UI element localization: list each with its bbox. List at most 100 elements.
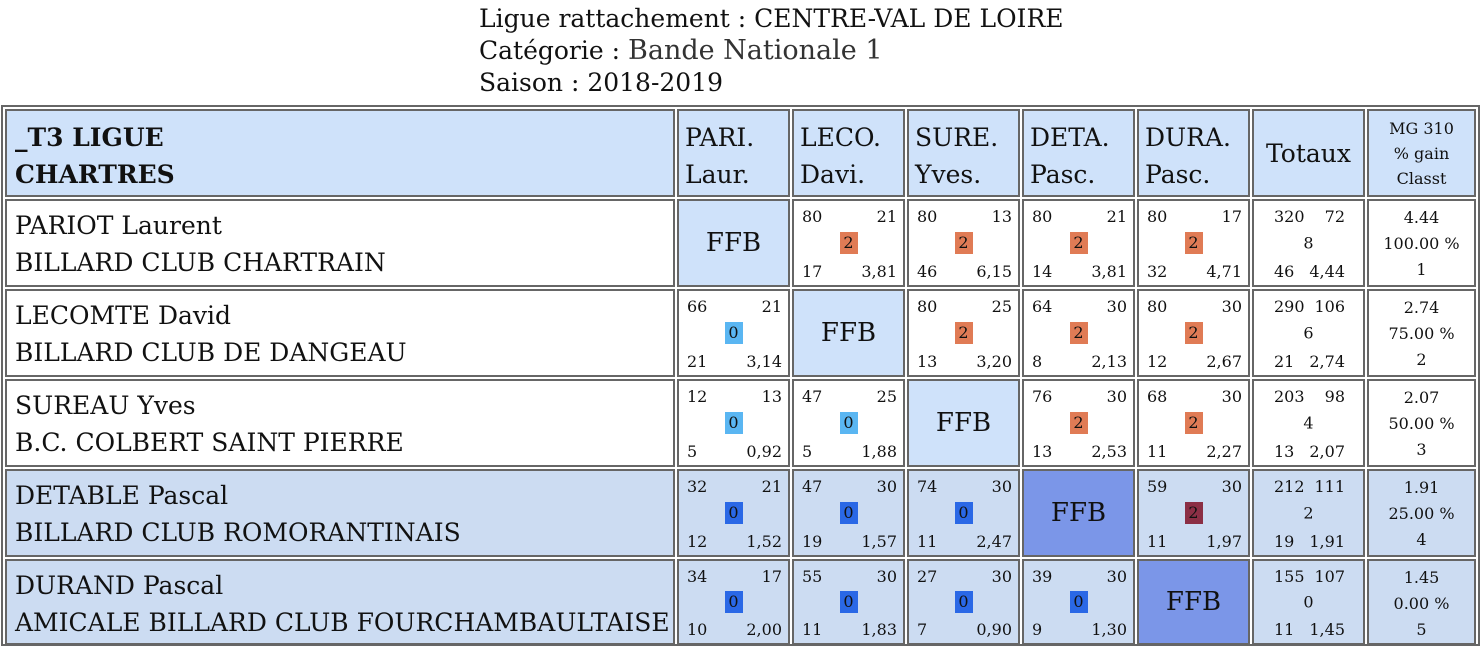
match-average: 1,30 — [1091, 620, 1127, 639]
match-average: 1,52 — [746, 532, 782, 551]
total-best-series: 19 — [1274, 532, 1295, 551]
match-points-badge: 0 — [1069, 591, 1088, 613]
match-innings: 25 — [991, 297, 1012, 316]
column-header-3: SURE. Yves. — [907, 109, 1020, 197]
total-average: 2,74 — [1309, 352, 1345, 371]
match-average: 1,83 — [861, 620, 897, 639]
match-points-made: 32 — [687, 477, 708, 496]
match-average: 3,20 — [976, 352, 1012, 371]
match-cell: 34 17 0 10 2,00 — [677, 559, 790, 645]
stat-classt: 4 — [1416, 530, 1427, 549]
match-best-series: 5 — [802, 442, 813, 461]
match-best-series: 9 — [1032, 620, 1043, 639]
total-points-made: 320 — [1274, 207, 1305, 226]
match-innings: 21 — [761, 297, 782, 316]
ffb-cell: FFB — [677, 199, 790, 287]
stat-mg: 1.91 — [1403, 478, 1440, 497]
match-innings: 21 — [876, 207, 897, 226]
match-best-series: 21 — [687, 352, 708, 371]
match-best-series: 7 — [917, 620, 928, 639]
match-points-made: 55 — [802, 567, 823, 586]
match-points-badge: 2 — [954, 322, 973, 344]
match-innings: 13 — [761, 387, 782, 406]
totals-cell: 155 107 0 11 1,45 — [1252, 559, 1365, 645]
player-club: B.C. COLBERT SAINT PIERRE — [15, 428, 404, 457]
match-cell: 80 21 2 14 3,81 — [1022, 199, 1135, 287]
ligue-line: Ligue rattachement : CENTRE-VAL DE LOIRE — [479, 3, 1064, 35]
stat-mg: 1.45 — [1403, 568, 1440, 587]
match-points-made: 39 — [1032, 567, 1053, 586]
match-points-badge: 2 — [1184, 232, 1203, 254]
match-best-series: 11 — [1147, 442, 1168, 461]
match-points-made: 66 — [687, 297, 708, 316]
match-innings: 30 — [1221, 387, 1242, 406]
match-points-made: 47 — [802, 477, 823, 496]
mg-header: MG 310 % gain Classt — [1367, 109, 1476, 197]
stat-classt: 1 — [1416, 260, 1427, 279]
total-innings: 111 — [1314, 477, 1345, 496]
match-cell: 39 30 0 9 1,30 — [1022, 559, 1135, 645]
match-cell: 80 17 2 32 4,71 — [1137, 199, 1250, 287]
match-innings: 30 — [1106, 297, 1127, 316]
player-name: LECOMTE David — [15, 301, 232, 330]
ffb-cell: FFB — [792, 289, 905, 377]
stat-classt: 3 — [1416, 440, 1427, 459]
match-points-badge: 0 — [724, 412, 743, 434]
column-header-5: DURA. Pasc. — [1137, 109, 1250, 197]
match-innings: 30 — [1106, 567, 1127, 586]
match-points-badge: 0 — [839, 591, 858, 613]
match-points-made: 80 — [917, 207, 938, 226]
ffb-cell: FFB — [1022, 469, 1135, 557]
saison-line: Saison : 2018-2019 — [479, 67, 1064, 99]
stat-gain-percent: 0.00 % — [1393, 594, 1450, 613]
match-innings: 30 — [1221, 477, 1242, 496]
match-best-series: 11 — [1147, 532, 1168, 551]
total-innings: 107 — [1314, 567, 1345, 586]
total-match-points: 2 — [1303, 503, 1314, 523]
match-points-badge: 2 — [1184, 502, 1203, 524]
match-points-made: 80 — [802, 207, 823, 226]
match-cell: 80 21 2 17 3,81 — [792, 199, 905, 287]
match-points-made: 74 — [917, 477, 938, 496]
categorie-line: Catégorie : Bande Nationale 1 — [479, 35, 1064, 67]
player-cell: PARIOT Laurent BILLARD CLUB CHARTRAIN — [5, 199, 675, 287]
column-header-abbr: DETA. — [1030, 123, 1110, 152]
match-innings: 30 — [991, 477, 1012, 496]
ffb-cell: FFB — [1137, 559, 1250, 645]
match-best-series: 19 — [802, 532, 823, 551]
player-name: DETABLE Pascal — [15, 481, 229, 510]
match-cell: 59 30 2 11 1,97 — [1137, 469, 1250, 557]
match-cell: 74 30 0 11 2,47 — [907, 469, 1020, 557]
stat-gain-percent: 50.00 % — [1388, 414, 1455, 433]
player-cell: DETABLE Pascal BILLARD CLUB ROMORANTINAIS — [5, 469, 675, 557]
total-best-series: 21 — [1274, 352, 1295, 371]
match-best-series: 13 — [1032, 442, 1053, 461]
column-header-abbr: DURA. — [1145, 123, 1231, 152]
player-cell: SUREAU Yves B.C. COLBERT SAINT PIERRE — [5, 379, 675, 467]
match-best-series: 13 — [917, 352, 938, 371]
column-header-1: PARI. Laur. — [677, 109, 790, 197]
stat-mg: 2.74 — [1403, 298, 1440, 317]
results-table: _T3 LIGUE CHARTRES PARI. Laur. LECO. Davi. SUR… — [1, 105, 1480, 646]
column-header-firstname: Davi. — [800, 160, 866, 189]
total-points-made: 290 — [1274, 297, 1305, 316]
player-name: SUREAU Yves — [15, 391, 196, 420]
match-average: 2,00 — [746, 620, 782, 639]
match-points-badge: 0 — [724, 591, 743, 613]
stat-gain-percent: 25.00 % — [1388, 504, 1455, 523]
match-average: 1,57 — [861, 532, 897, 551]
stats-cell: 4.44 100.00 % 1 — [1367, 199, 1476, 287]
saison-label: Saison : — [479, 68, 588, 97]
match-average: 2,67 — [1206, 352, 1242, 371]
match-points-badge: 2 — [1069, 232, 1088, 254]
match-innings: 17 — [761, 567, 782, 586]
match-points-made: 59 — [1147, 477, 1168, 496]
match-best-series: 5 — [687, 442, 698, 461]
match-innings: 21 — [1106, 207, 1127, 226]
stat-gain-percent: 75.00 % — [1388, 324, 1455, 343]
column-header-abbr: SURE. — [915, 123, 999, 152]
column-header-firstname: Laur. — [685, 160, 750, 189]
match-best-series: 32 — [1147, 262, 1168, 281]
match-average: 6,15 — [976, 262, 1012, 281]
match-cell: 47 30 0 19 1,57 — [792, 469, 905, 557]
